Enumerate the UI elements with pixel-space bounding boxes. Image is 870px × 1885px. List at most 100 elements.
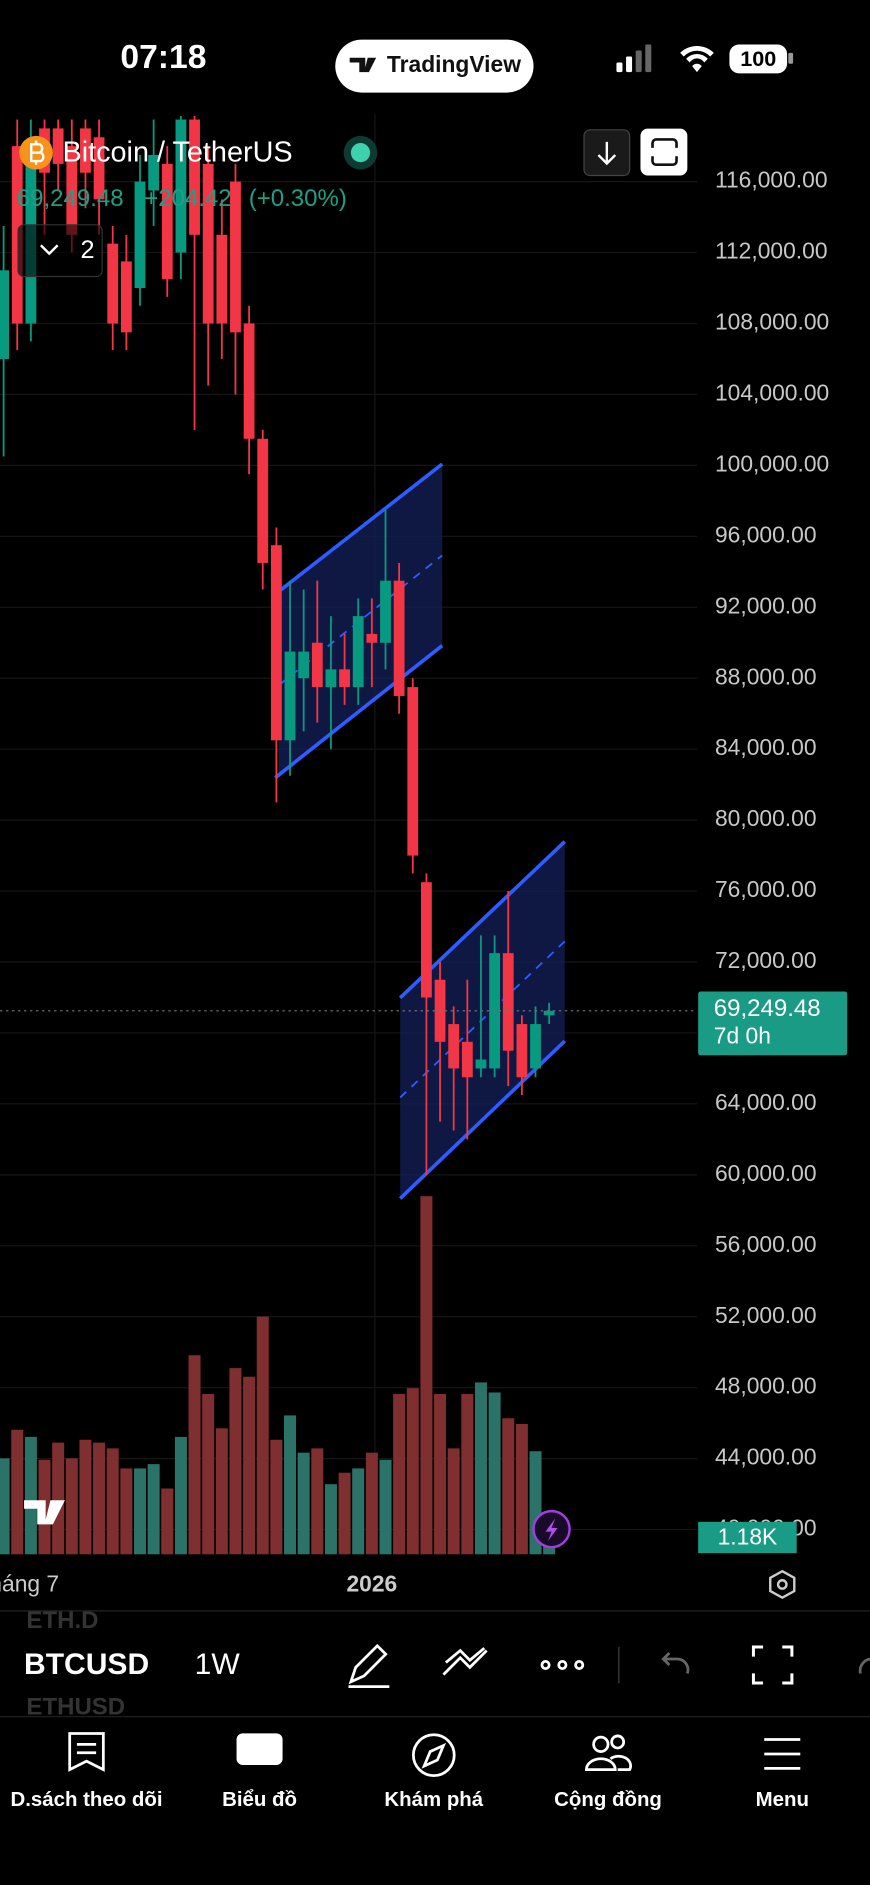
explore-needle xyxy=(421,1742,447,1769)
settings-icon-center xyxy=(776,1579,788,1590)
volume-bar xyxy=(215,1428,228,1555)
redo-button[interactable] xyxy=(858,1657,870,1674)
candle-body xyxy=(284,651,296,741)
y-tick-label: 48,000.00 xyxy=(715,1373,817,1399)
candle-body xyxy=(11,146,23,324)
undo-button[interactable] xyxy=(661,1652,690,1674)
volume-bar xyxy=(0,1458,10,1555)
volume-bar xyxy=(352,1468,365,1555)
candle-body xyxy=(502,953,514,1051)
volume-bar xyxy=(174,1436,187,1555)
chevron-icon xyxy=(40,244,59,256)
x-tick-label: Tháng 7 xyxy=(0,1571,59,1597)
nav-item[interactable]: Khám phá xyxy=(384,1789,483,1811)
battery-icon xyxy=(729,44,788,74)
trend-tool[interactable] xyxy=(442,1647,488,1676)
volume-bar xyxy=(147,1464,160,1555)
interval-button[interactable]: 1W xyxy=(195,1648,241,1681)
explore-icon xyxy=(411,1733,456,1777)
channel-midline xyxy=(399,940,566,1099)
candle-body xyxy=(120,261,132,333)
volume-bar xyxy=(447,1448,460,1555)
volume-bar xyxy=(120,1468,133,1555)
watchlist-item[interactable]: ETH.D xyxy=(26,1607,98,1634)
symbol-button[interactable]: BTCUSD xyxy=(24,1648,149,1681)
volume-bar xyxy=(256,1316,269,1555)
layout-button[interactable] xyxy=(640,128,688,176)
y-tick-label: 84,000.00 xyxy=(715,734,817,760)
y-tick-label: 60,000.00 xyxy=(715,1160,817,1186)
wifi-icon xyxy=(680,46,714,73)
nav-item[interactable]: Cộng đồng xyxy=(554,1789,662,1811)
y-tick-label: 64,000.00 xyxy=(715,1089,817,1115)
volume-bar xyxy=(406,1388,419,1555)
volume-bar xyxy=(393,1393,406,1555)
volume-bar xyxy=(338,1472,351,1555)
arrow-icon xyxy=(597,141,617,166)
brand-name: TradingView xyxy=(387,51,521,77)
nav-item[interactable]: D.sách theo dõi xyxy=(11,1789,163,1811)
volume-bar xyxy=(161,1488,174,1555)
candle-body xyxy=(52,128,64,164)
candle-body xyxy=(134,181,146,289)
volume-bar xyxy=(284,1415,297,1555)
candle-body xyxy=(230,181,241,333)
y-tick-label: 80,000.00 xyxy=(715,805,817,831)
settings-icon[interactable] xyxy=(769,1569,796,1600)
indicator-count: 2 xyxy=(81,236,95,264)
fullscreen-button[interactable] xyxy=(751,1645,794,1685)
last-price-box xyxy=(698,991,848,1056)
draw-tool[interactable] xyxy=(348,1643,390,1689)
symbol-title: Bitcoin / TetherUS xyxy=(62,136,292,168)
candle-body xyxy=(148,154,160,191)
battery-tip xyxy=(788,52,794,64)
countdown-label: 7d 0h xyxy=(714,1022,771,1048)
y-tick-label: 76,000.00 xyxy=(715,876,817,902)
volume-label-box xyxy=(698,1521,797,1554)
chart-icon xyxy=(236,1733,283,1765)
channel-line xyxy=(274,644,444,780)
y-tick-label: 108,000.00 xyxy=(715,309,829,335)
indicator-toggle[interactable] xyxy=(17,224,103,278)
more-button[interactable] xyxy=(540,1660,585,1670)
volume-bar xyxy=(52,1442,65,1555)
layout-icon xyxy=(651,138,678,167)
signal-icon xyxy=(616,44,652,73)
y-tick-label: 88,000.00 xyxy=(715,663,817,689)
candle-body xyxy=(107,243,119,324)
volume-bar xyxy=(365,1452,378,1555)
volume-bar xyxy=(379,1459,392,1555)
candle-body xyxy=(216,234,228,324)
y-tick-label: 100,000.00 xyxy=(715,450,829,476)
y-tick-label: 72,000.00 xyxy=(715,947,817,973)
candle-body xyxy=(393,580,405,696)
volume-bar xyxy=(65,1458,78,1555)
header-change-pct: (+0.30%) xyxy=(249,185,347,212)
coin-glyph xyxy=(30,140,45,165)
brand-pill[interactable] xyxy=(335,39,534,93)
candle-body xyxy=(407,687,419,856)
candle-body xyxy=(0,270,10,359)
nav-item[interactable]: Menu xyxy=(756,1789,809,1811)
header-change: +204.42 xyxy=(144,185,231,212)
nav-icons xyxy=(68,1732,801,1777)
community-icon xyxy=(592,1735,610,1753)
candle-body xyxy=(448,1024,460,1069)
candle-body xyxy=(530,1024,541,1069)
candle-body xyxy=(421,882,432,998)
volume-pane xyxy=(0,1196,556,1555)
volume-bar xyxy=(311,1448,324,1555)
candle-body xyxy=(243,323,255,439)
header-price: 69,249.48 xyxy=(17,185,124,212)
candle-body xyxy=(93,137,105,200)
x-tick-label: 2026 xyxy=(346,1571,397,1597)
y-tick-label: 96,000.00 xyxy=(715,521,817,547)
lightning-icon xyxy=(545,1518,558,1542)
nav-item[interactable]: Biểu đồ xyxy=(222,1789,297,1811)
candle-body xyxy=(257,438,269,563)
market-status-dot xyxy=(350,143,371,163)
candle-body xyxy=(380,580,391,643)
brand-logo xyxy=(349,57,377,73)
candle-body xyxy=(311,642,323,688)
candle-body xyxy=(175,119,187,253)
